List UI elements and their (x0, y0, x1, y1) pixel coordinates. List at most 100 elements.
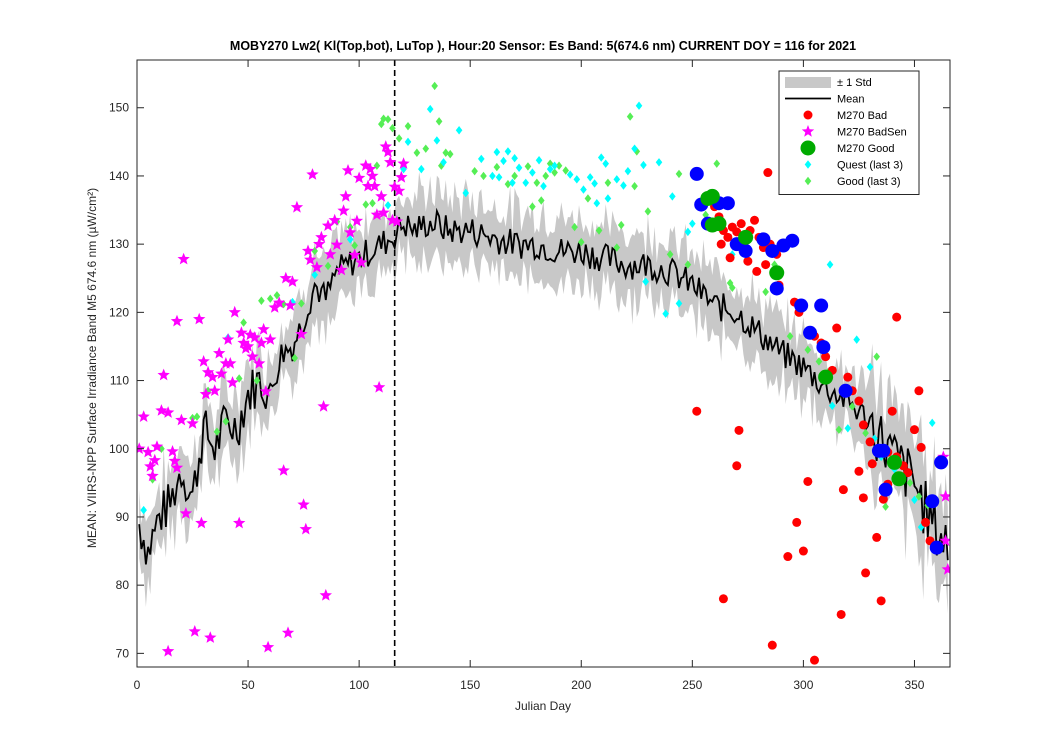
blue-point (816, 340, 831, 355)
bad-point (803, 476, 813, 486)
badsen-point (224, 357, 237, 369)
goodlast-point (395, 134, 403, 143)
badsen-point (290, 200, 304, 213)
bad-point (732, 461, 742, 471)
blue-point (814, 298, 829, 313)
bad-point (854, 396, 864, 406)
badsen-point (335, 263, 348, 276)
blue-point (765, 243, 780, 258)
quest-point (635, 101, 643, 110)
legend-swatch-quest (804, 160, 812, 169)
bad-point (767, 640, 777, 650)
quest-point (400, 164, 407, 174)
good-point (704, 188, 720, 204)
quest-point (495, 173, 503, 182)
badsen-point (281, 626, 295, 639)
legend-swatch-good (800, 140, 816, 156)
good-point (738, 229, 754, 245)
quest-point (602, 159, 609, 168)
quest-point (828, 401, 836, 410)
goodlast-point (504, 179, 512, 189)
series-goodlast (149, 81, 932, 511)
quest-point (689, 219, 696, 228)
bad-point (832, 323, 842, 333)
blue-point (785, 233, 800, 248)
goodlast-point (684, 260, 692, 269)
goodlast-point (253, 376, 261, 385)
legend-swatch-goodlast (804, 176, 812, 186)
goodlast-point (291, 353, 299, 363)
badsen-point (384, 155, 397, 168)
bad-point (783, 552, 793, 562)
goodlast-point (413, 148, 421, 157)
badsen-point (304, 253, 317, 266)
bad-point (903, 468, 913, 478)
quest-point (586, 173, 594, 182)
badsen-point (348, 248, 361, 261)
bad-point (858, 493, 868, 503)
goodlast-point (298, 299, 305, 308)
badsen-point (279, 271, 292, 284)
goodlast-point (431, 81, 438, 91)
badsen-point (237, 336, 250, 349)
goodlast-point (280, 299, 287, 309)
quest-point (620, 181, 627, 190)
quest-point (613, 175, 621, 184)
goodlast-point (915, 492, 923, 501)
badsen-point (306, 168, 319, 180)
x-tick-label: 300 (793, 678, 813, 692)
badsen-point (157, 368, 170, 381)
goodlast-point (882, 502, 889, 511)
badsen-point (352, 171, 366, 184)
badsen-point (253, 357, 266, 369)
quest-point (624, 166, 632, 176)
x-tick-label: 50 (241, 678, 255, 692)
badsen-point (313, 237, 326, 250)
y-axis-label: MEAN: VIIRS-NPP Surface Irradiance Band … (85, 188, 99, 548)
mean-line (138, 207, 949, 565)
goodlast-point (389, 124, 396, 133)
badsen-point (297, 498, 310, 510)
bad-point (750, 215, 760, 225)
bad-point (867, 459, 877, 469)
quest-point (404, 137, 412, 147)
badsen-point (364, 162, 377, 175)
quest-point (535, 156, 543, 165)
quest-point (455, 126, 463, 135)
quest-point (551, 161, 558, 170)
goodlast-point (380, 114, 387, 123)
goodlast-point (562, 166, 570, 175)
badsen-point (199, 387, 212, 400)
goodlast-point (213, 427, 221, 436)
goodlast-point (675, 169, 683, 179)
badsen-point (259, 385, 272, 397)
goodlast-point (529, 202, 536, 211)
badsen-point (195, 516, 208, 529)
blue-point (794, 298, 809, 313)
bad-point (763, 168, 773, 178)
quest-point (511, 154, 518, 163)
badsen-point (390, 215, 404, 227)
bad-point (692, 406, 702, 416)
badsen-point (170, 314, 184, 327)
quest-point (478, 154, 485, 164)
goodlast-point (404, 121, 412, 131)
goodlast-point (644, 207, 652, 216)
quest-point (866, 362, 874, 372)
quest-point (504, 147, 512, 156)
axes: 0 50 100 150 200 250 300 350 70 80 90 100 110 120 130 1… (109, 59, 951, 692)
legend-box (778, 70, 920, 195)
goodlast-point (240, 318, 247, 327)
y-tick-label: 80 (116, 578, 130, 592)
goodlast-point (577, 237, 585, 247)
badsen-point (186, 417, 199, 429)
badsen-point (208, 384, 221, 396)
goodlast-point (384, 115, 392, 124)
quest-point (522, 178, 530, 187)
badsen-point (248, 331, 261, 343)
goodlast-point (273, 291, 281, 300)
badsen-point (235, 326, 248, 339)
badsen-point (179, 507, 193, 519)
badsen-point (341, 164, 355, 176)
badsen-point (244, 328, 257, 341)
